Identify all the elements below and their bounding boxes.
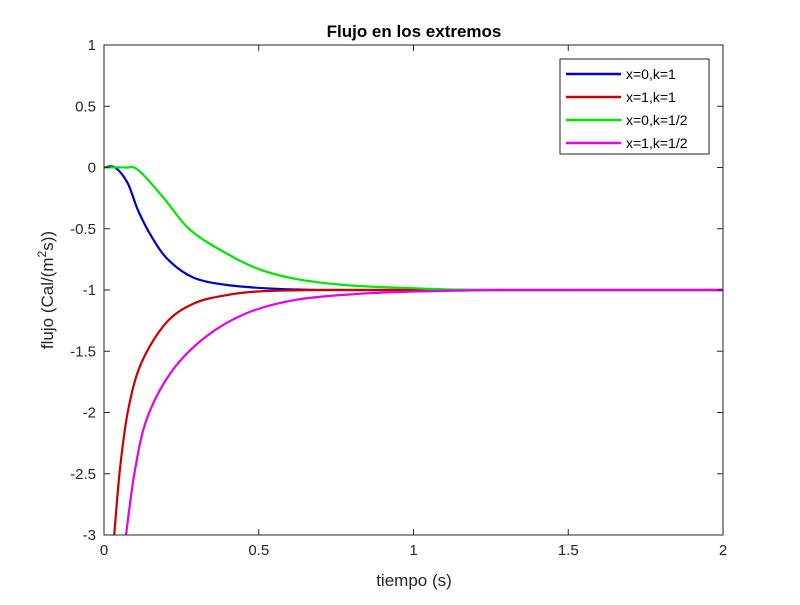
- legend-label: x=1,k=1/2: [626, 135, 688, 151]
- series-line-2: [113, 288, 723, 535]
- y-tick-label: -1: [83, 282, 96, 299]
- y-tick-label: 0: [88, 160, 96, 177]
- series-line-4: [124, 288, 723, 535]
- x-axis-label: tiempo (s): [376, 571, 452, 590]
- y-tick-label: 1: [88, 37, 96, 54]
- y-tick-label: 0.5: [75, 98, 96, 115]
- y-axis-label-part: s)): [38, 231, 57, 251]
- y-tick-label: -3: [83, 527, 96, 544]
- legend-label: x=1,k=1: [626, 89, 676, 105]
- x-tick-label: 1: [409, 542, 417, 559]
- x-tick-label: 2: [719, 542, 727, 559]
- y-tick-label: -1.5: [70, 343, 96, 360]
- y-tick-label: -2: [83, 405, 96, 422]
- plot-area: 0 0.5 1 1.5 2 1 0.5 0 -0.5 -1 -1.5 -2 -2.5 -3: [70, 37, 727, 559]
- legend: x=0,k=1 x=1,k=1 x=0,k=1/2 x=1,k=1/2: [559, 58, 710, 155]
- x-tick-label: 0.5: [248, 542, 269, 559]
- legend-label: x=0,k=1: [626, 66, 676, 82]
- y-axis-label-part: flujo (Cal/(m: [38, 257, 57, 349]
- y-tick-label: -0.5: [70, 221, 96, 238]
- series-line-3: [104, 165, 723, 292]
- x-tick-label: 0: [100, 542, 108, 559]
- y-axis-label: flujo (Cal/(m2s)): [35, 231, 57, 349]
- y-axis-label-superscript: 2: [35, 250, 49, 257]
- legend-label: x=0,k=1/2: [626, 112, 688, 128]
- chart-title: Flujo en los extremos: [327, 22, 502, 41]
- y-tick-label: -2.5: [70, 466, 96, 483]
- x-tick-label: 1.5: [558, 542, 579, 559]
- series-line-1: [104, 165, 723, 292]
